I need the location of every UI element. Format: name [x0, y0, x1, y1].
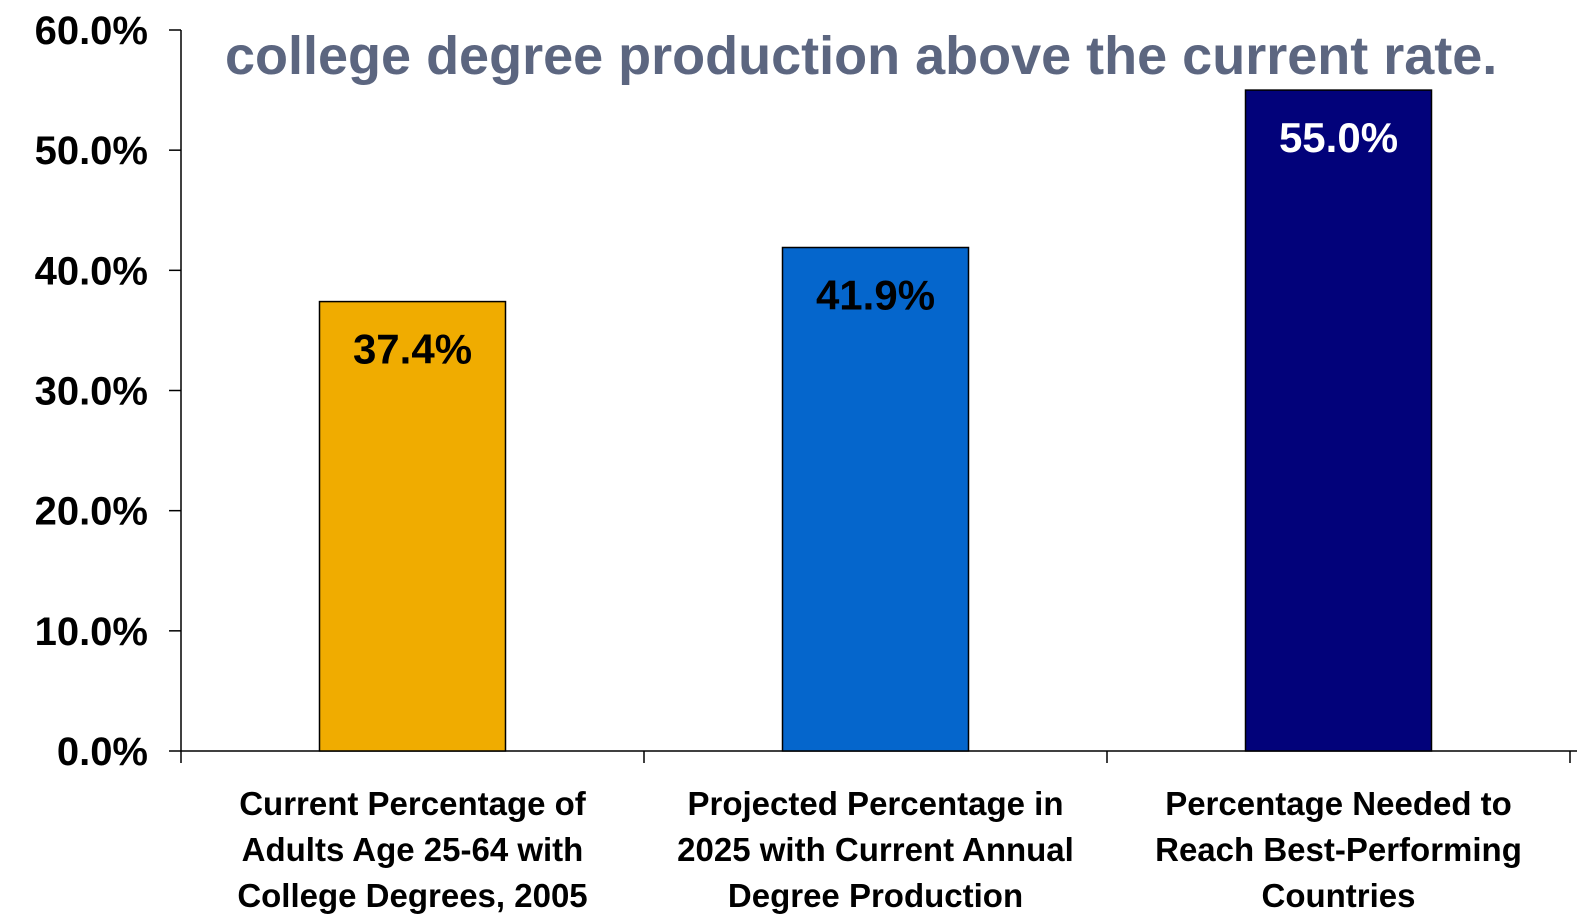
data-label-3: 55.0% [1279, 114, 1398, 161]
y-tick-label: 20.0% [35, 490, 148, 534]
category-label-2-line-2: 2025 with Current Annual [677, 831, 1074, 868]
chart-bars [318, 89, 1433, 752]
data-label-2: 41.9% [816, 272, 935, 319]
category-label-1-line-3: College Degrees, 2005 [237, 877, 587, 914]
category-label-3-line-2: Reach Best-Performing [1155, 831, 1522, 868]
y-tick-label: 0.0% [57, 730, 148, 774]
y-tick-label: 10.0% [35, 610, 148, 654]
bar-3 [1244, 89, 1433, 752]
category-label-3-line-3: Countries [1261, 877, 1415, 914]
bar-1 [318, 300, 507, 752]
category-label-2-line-3: Degree Production [728, 877, 1023, 914]
chart-title-line-2: college degree production above the curr… [225, 26, 1497, 86]
category-label-2-line-1: Projected Percentage in [688, 785, 1064, 822]
category-label-1-line-1: Current Percentage of [239, 785, 587, 822]
chart-axes: 0.0% 10.0% 20.0% 30.0% 40.0% 50.0% 60.0% [35, 9, 1577, 774]
data-label-1: 37.4% [353, 326, 472, 373]
chart-labels: 37.4% Current Percentage of Adults Age 25-… [237, 114, 1522, 914]
y-tick-label: 50.0% [35, 129, 148, 173]
chart-title: of this attainment rate if we fail to in… [225, 0, 1497, 86]
chart-title-line-1: of this attainment rate if we fail to in… [225, 0, 1317, 2]
y-tick-label: 30.0% [35, 370, 148, 414]
y-tick-label: 60.0% [35, 9, 148, 53]
bar-2 [781, 246, 970, 752]
y-tick-label: 40.0% [35, 249, 148, 293]
category-label-1-line-2: Adults Age 25-64 with [242, 831, 584, 868]
category-label-3-line-1: Percentage Needed to [1165, 785, 1512, 822]
